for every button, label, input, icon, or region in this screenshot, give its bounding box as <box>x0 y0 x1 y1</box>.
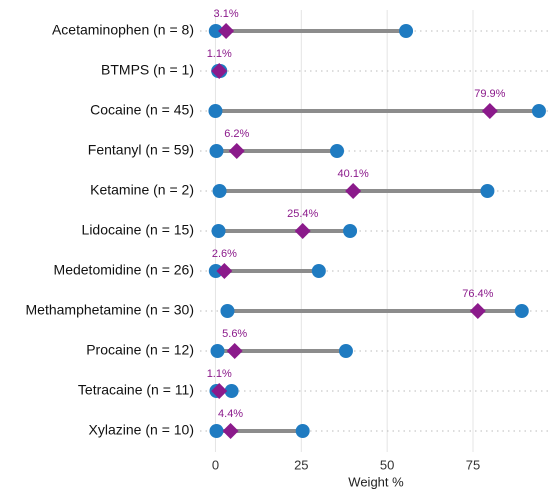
min-dot <box>212 184 227 198</box>
category-label: Tetracaine (n = 11) <box>78 382 194 398</box>
category-label: Xylazine (n = 10) <box>89 422 194 438</box>
min-dot <box>220 304 235 318</box>
category-label: Acetaminophen (n = 8) <box>52 22 194 38</box>
category-label: Lidocaine (n = 15) <box>82 222 194 238</box>
min-dot <box>209 424 224 438</box>
max-dot <box>514 304 529 318</box>
median-diamond <box>469 303 486 319</box>
x-tick-label: 50 <box>380 457 394 472</box>
max-dot <box>224 384 239 398</box>
max-dot <box>399 24 414 38</box>
median-label: 2.6% <box>212 248 237 260</box>
max-dot <box>338 344 353 358</box>
median-diamond <box>226 343 243 359</box>
median-diamond <box>345 183 362 199</box>
max-dot <box>330 144 345 158</box>
x-tick-label: 0 <box>212 457 219 472</box>
max-dot <box>480 184 495 198</box>
category-label: Ketamine (n = 2) <box>90 182 194 198</box>
x-axis-title: Weight % <box>348 474 404 489</box>
category-label: Methamphetamine (n = 30) <box>26 302 194 318</box>
median-diamond <box>222 423 239 439</box>
min-dot <box>210 344 225 358</box>
median-label: 4.4% <box>218 408 243 420</box>
category-label: Fentanyl (n = 59) <box>88 142 194 158</box>
median-diamond <box>216 263 233 279</box>
median-label: 25.4% <box>287 208 318 220</box>
median-label: 3.1% <box>214 8 239 20</box>
median-diamond <box>211 63 228 79</box>
min-dot <box>208 24 223 38</box>
min-dot <box>208 104 223 118</box>
median-diamond <box>228 143 245 159</box>
min-dot <box>209 144 224 158</box>
median-diamond <box>211 383 228 399</box>
max-dot <box>311 264 326 278</box>
median-diamond <box>294 223 311 239</box>
median-label: 1.1% <box>207 368 232 380</box>
median-label: 1.1% <box>207 48 232 60</box>
min-dot <box>208 264 223 278</box>
category-label: Cocaine (n = 45) <box>90 102 194 118</box>
median-label: 79.9% <box>474 88 505 100</box>
median-diamond <box>481 103 498 119</box>
min-dot <box>211 224 226 238</box>
median-label: 6.2% <box>224 128 249 140</box>
max-dot <box>295 424 310 438</box>
x-tick-label: 75 <box>466 457 480 472</box>
max-dot <box>531 104 546 118</box>
median-label: 40.1% <box>338 168 369 180</box>
category-label: BTMPS (n = 1) <box>101 62 194 78</box>
category-label: Procaine (n = 12) <box>86 342 194 358</box>
median-label: 5.6% <box>222 328 247 340</box>
median-label: 76.4% <box>462 288 493 300</box>
max-dot <box>343 224 358 238</box>
category-label: Medetomidine (n = 26) <box>54 262 194 278</box>
x-tick-label: 25 <box>294 457 308 472</box>
median-diamond <box>218 23 235 39</box>
